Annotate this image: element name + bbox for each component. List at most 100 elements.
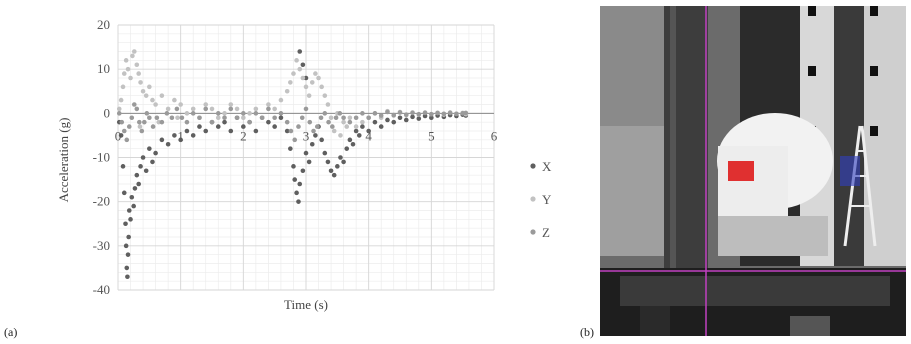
point-y <box>165 106 171 112</box>
point-x <box>338 155 343 160</box>
point-y <box>306 93 312 98</box>
point-y <box>331 128 337 134</box>
point-z <box>203 106 209 112</box>
point-y <box>347 115 353 121</box>
point-z <box>134 106 140 112</box>
point-y <box>338 133 343 138</box>
x-tick-label: 6 <box>491 128 498 143</box>
point-x <box>335 164 340 169</box>
point-x <box>300 62 306 68</box>
point-x <box>253 128 259 134</box>
point-x <box>190 133 196 138</box>
x-tick-labels: 0 1 2 3 4 5 6 <box>115 128 498 143</box>
point-y <box>300 75 306 81</box>
legend-label-x: X <box>542 159 552 174</box>
point-y <box>130 53 135 59</box>
point-y <box>153 102 158 107</box>
point-x <box>397 115 403 121</box>
point-z <box>259 115 265 121</box>
point-y <box>234 106 240 112</box>
point-z <box>116 111 122 116</box>
point-y <box>313 71 318 76</box>
point-y <box>209 106 215 112</box>
point-z <box>215 111 221 116</box>
point-z <box>429 111 434 117</box>
point-z <box>209 119 215 125</box>
y-tick-label: 10 <box>97 61 110 76</box>
point-z <box>303 106 309 112</box>
point-x <box>300 168 306 174</box>
legend-marker-z <box>530 229 536 235</box>
point-z <box>150 124 156 129</box>
point-x <box>313 133 318 138</box>
point-y <box>172 97 177 103</box>
point-z <box>197 115 202 121</box>
experiment-photo <box>600 6 906 336</box>
legend-label-y: Y <box>542 192 552 207</box>
point-y <box>325 102 331 107</box>
point-x <box>136 181 141 187</box>
point-z <box>360 111 365 116</box>
point-z <box>435 110 440 116</box>
point-y <box>284 88 290 94</box>
point-x <box>385 117 390 123</box>
point-y <box>247 111 252 116</box>
point-z <box>234 115 240 121</box>
x-tick-label: 4 <box>365 128 372 143</box>
point-z <box>126 124 132 129</box>
point-y <box>143 93 149 98</box>
point-x <box>366 128 371 134</box>
x-tick-label: 0 <box>115 128 122 143</box>
point-x <box>125 252 131 257</box>
point-z <box>272 115 277 121</box>
point-z <box>164 111 170 116</box>
point-y <box>190 106 196 112</box>
point-x <box>178 137 183 143</box>
panel-a-label: (a) <box>4 325 18 339</box>
point-x <box>325 159 331 165</box>
point-z <box>299 115 305 121</box>
point-z <box>347 119 353 125</box>
point-x <box>165 141 171 147</box>
point-x <box>172 133 177 138</box>
point-y <box>353 124 359 129</box>
point-x <box>150 159 155 165</box>
point-x <box>319 137 324 143</box>
point-z <box>307 119 313 125</box>
point-z <box>142 119 147 125</box>
point-x <box>134 172 140 178</box>
point-x <box>121 190 127 196</box>
point-x <box>124 265 130 271</box>
x-tick-label: 1 <box>177 128 184 143</box>
point-z <box>169 115 175 121</box>
point-z <box>124 137 130 143</box>
point-z <box>288 128 294 134</box>
point-z <box>121 128 127 134</box>
point-x <box>296 199 301 204</box>
point-y <box>128 75 133 81</box>
point-y <box>175 115 180 121</box>
point-z <box>241 111 246 116</box>
point-z <box>441 111 447 117</box>
point-y <box>291 71 296 76</box>
point-x <box>203 128 209 134</box>
y-tick-label: 0 <box>104 105 111 120</box>
point-x <box>123 243 129 249</box>
point-y <box>137 124 143 129</box>
point-y <box>303 84 309 90</box>
y-tick-label: -10 <box>93 150 110 165</box>
point-x <box>416 116 422 121</box>
point-z <box>366 115 371 121</box>
point-x <box>215 124 221 129</box>
point-z <box>447 110 453 116</box>
point-y <box>297 66 303 72</box>
point-y <box>121 71 127 76</box>
y-tick-label: -40 <box>93 282 110 297</box>
point-y <box>288 80 293 85</box>
point-x <box>272 124 277 129</box>
point-x <box>143 168 149 174</box>
point-x <box>123 221 128 227</box>
point-x <box>126 208 132 213</box>
point-x <box>159 137 165 143</box>
point-x <box>284 128 290 134</box>
